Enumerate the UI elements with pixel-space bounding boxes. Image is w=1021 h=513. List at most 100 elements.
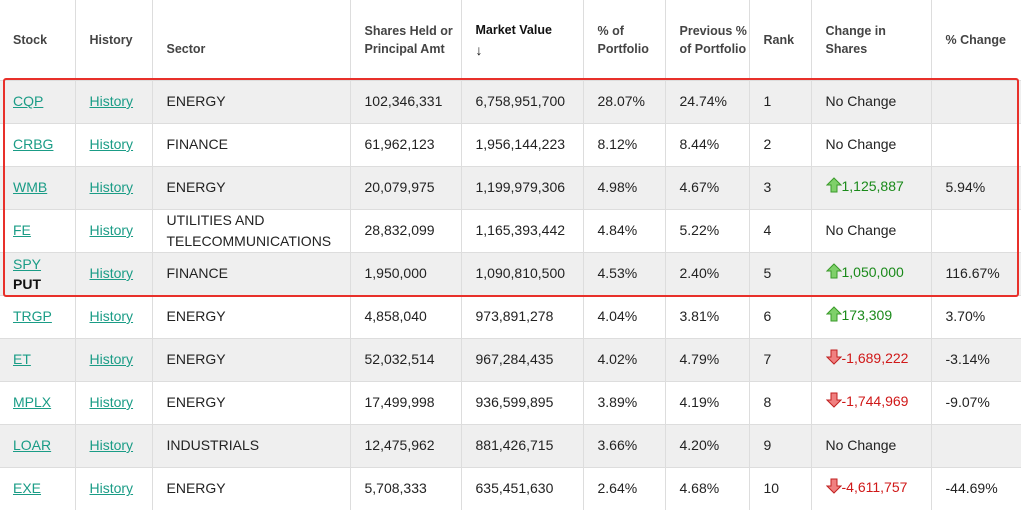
cell-market-value: 1,199,979,306 bbox=[461, 165, 584, 209]
cell-sector: ENERGY bbox=[152, 79, 351, 123]
decrease-arrow-icon bbox=[825, 349, 842, 371]
history-link[interactable]: History bbox=[89, 265, 134, 281]
cell-pct-portfolio: 28.07% bbox=[583, 79, 666, 123]
history-link[interactable]: History bbox=[89, 179, 134, 195]
cell-shares: 12,475,962 bbox=[350, 423, 462, 467]
col-header-rank[interactable]: Rank bbox=[749, 0, 812, 80]
ticker-link[interactable]: FE bbox=[13, 222, 31, 238]
change-value: 1,125,887 bbox=[841, 178, 904, 194]
ticker-link[interactable]: CQP bbox=[13, 93, 44, 109]
cell-sector: UTILITIES AND TELECOMMUNICATIONS bbox=[152, 208, 351, 252]
cell-prev-pct: 4.68% bbox=[665, 466, 750, 510]
ticker-link[interactable]: ET bbox=[13, 351, 31, 367]
col-header-sector[interactable]: Sector bbox=[152, 0, 351, 80]
history-link[interactable]: History bbox=[89, 93, 134, 109]
cell-pct-change bbox=[931, 423, 1021, 467]
table-row: MPLX History ENERGY 17,499,998 936,599,895 3.… bbox=[0, 380, 1021, 424]
history-link[interactable]: History bbox=[89, 480, 134, 497]
col-header-history[interactable]: History bbox=[75, 0, 153, 80]
cell-pct-change: 116.67% bbox=[931, 251, 1021, 295]
cell-change-shares: No Change bbox=[811, 423, 932, 467]
increase-arrow-icon bbox=[825, 306, 842, 328]
cell-change-shares: -1,744,969 bbox=[811, 380, 932, 424]
cell-pct-portfolio: 4.98% bbox=[583, 165, 666, 209]
change-value: 1,050,000 bbox=[841, 264, 904, 280]
cell-market-value: 936,599,895 bbox=[461, 380, 584, 424]
change-value: -1,744,969 bbox=[841, 393, 909, 409]
history-link[interactable]: History bbox=[89, 222, 134, 238]
ticker-link[interactable]: SPY bbox=[13, 255, 42, 272]
cell-market-value: 1,090,810,500 bbox=[461, 251, 584, 295]
history-link[interactable]: History bbox=[89, 437, 134, 453]
cell-change-shares: 173,309 bbox=[811, 294, 932, 338]
table-row: SPY PUT History FINANCE 1,950,000 1,090,810,5… bbox=[0, 251, 1021, 295]
cell-shares: 1,950,000 bbox=[350, 251, 462, 295]
ticker-link[interactable]: CRBG bbox=[13, 136, 54, 152]
cell-history: History bbox=[75, 122, 153, 166]
decrease-arrow-icon bbox=[825, 478, 842, 500]
cell-shares: 61,962,123 bbox=[350, 122, 462, 166]
col-header-stock[interactable]: Stock bbox=[0, 0, 76, 80]
cell-change-shares: No Change bbox=[811, 122, 932, 166]
cell-history: History bbox=[75, 79, 153, 123]
cell-rank: 3 bbox=[749, 165, 812, 209]
cell-shares: 28,832,099 bbox=[350, 208, 462, 252]
increase-arrow-icon bbox=[825, 263, 842, 285]
cell-stock: LOAR bbox=[0, 423, 76, 467]
col-header-market-value[interactable]: Market Value ↓ bbox=[461, 0, 584, 80]
history-link[interactable]: History bbox=[89, 308, 134, 324]
cell-prev-pct: 8.44% bbox=[665, 122, 750, 166]
col-header-shares[interactable]: Shares Held or Principal Amt bbox=[350, 0, 462, 80]
cell-sector: FINANCE bbox=[152, 251, 351, 295]
table-row: TRGP History ENERGY 4,858,040 973,891,278 4.0… bbox=[0, 294, 1021, 338]
cell-sector: ENERGY bbox=[152, 165, 351, 209]
change-value: No Change bbox=[825, 136, 897, 152]
cell-prev-pct: 4.20% bbox=[665, 423, 750, 467]
cell-rank: 4 bbox=[749, 208, 812, 252]
ticker-link[interactable]: LOAR bbox=[13, 437, 52, 453]
cell-prev-pct: 2.40% bbox=[665, 251, 750, 295]
history-link[interactable]: History bbox=[89, 394, 134, 410]
cell-pct-portfolio: 8.12% bbox=[583, 122, 666, 166]
cell-prev-pct: 5.22% bbox=[665, 208, 750, 252]
cell-change-shares: -4,611,757 bbox=[811, 466, 932, 510]
cell-pct-change bbox=[931, 122, 1021, 166]
ticker-link[interactable]: EXE bbox=[13, 480, 42, 497]
cell-history: History bbox=[75, 208, 153, 252]
col-header-change-shares[interactable]: Change in Shares bbox=[811, 0, 932, 80]
cell-shares: 52,032,514 bbox=[350, 337, 462, 381]
cell-pct-change bbox=[931, 79, 1021, 123]
table-row: LOAR History INDUSTRIALS 12,475,962 881,426,… bbox=[0, 423, 1021, 467]
cell-pct-portfolio: 4.04% bbox=[583, 294, 666, 338]
change-value: No Change bbox=[825, 222, 897, 238]
history-link[interactable]: History bbox=[89, 136, 134, 152]
cell-rank: 9 bbox=[749, 423, 812, 467]
cell-shares: 102,346,331 bbox=[350, 79, 462, 123]
history-link[interactable]: History bbox=[89, 351, 134, 367]
ticker-link[interactable]: MPLX bbox=[13, 394, 52, 410]
cell-sector: ENERGY bbox=[152, 380, 351, 424]
cell-stock: TRGP bbox=[0, 294, 76, 338]
cell-shares: 4,858,040 bbox=[350, 294, 462, 338]
cell-stock: MPLX bbox=[0, 380, 76, 424]
col-header-prev-pct[interactable]: Previous % of Portfolio bbox=[665, 0, 750, 80]
cell-pct-change: 5.94% bbox=[931, 165, 1021, 209]
cell-stock: WMB bbox=[0, 165, 76, 209]
cell-prev-pct: 24.74% bbox=[665, 79, 750, 123]
cell-shares: 5,708,333 bbox=[350, 466, 462, 510]
cell-rank: 2 bbox=[749, 122, 812, 166]
increase-arrow-icon bbox=[825, 177, 842, 199]
cell-rank: 6 bbox=[749, 294, 812, 338]
col-header-pct-portfolio[interactable]: % of Portfolio bbox=[583, 0, 666, 80]
cell-pct-portfolio: 4.84% bbox=[583, 208, 666, 252]
cell-shares: 17,499,998 bbox=[350, 380, 462, 424]
cell-history: History bbox=[75, 251, 153, 295]
ticker-link[interactable]: TRGP bbox=[13, 308, 52, 324]
col-header-pct-change[interactable]: % Change bbox=[931, 0, 1021, 80]
cell-history: History bbox=[75, 466, 153, 510]
cell-pct-portfolio: 4.02% bbox=[583, 337, 666, 381]
ticker-link[interactable]: WMB bbox=[13, 179, 48, 195]
cell-history: History bbox=[75, 423, 153, 467]
cell-market-value: 967,284,435 bbox=[461, 337, 584, 381]
